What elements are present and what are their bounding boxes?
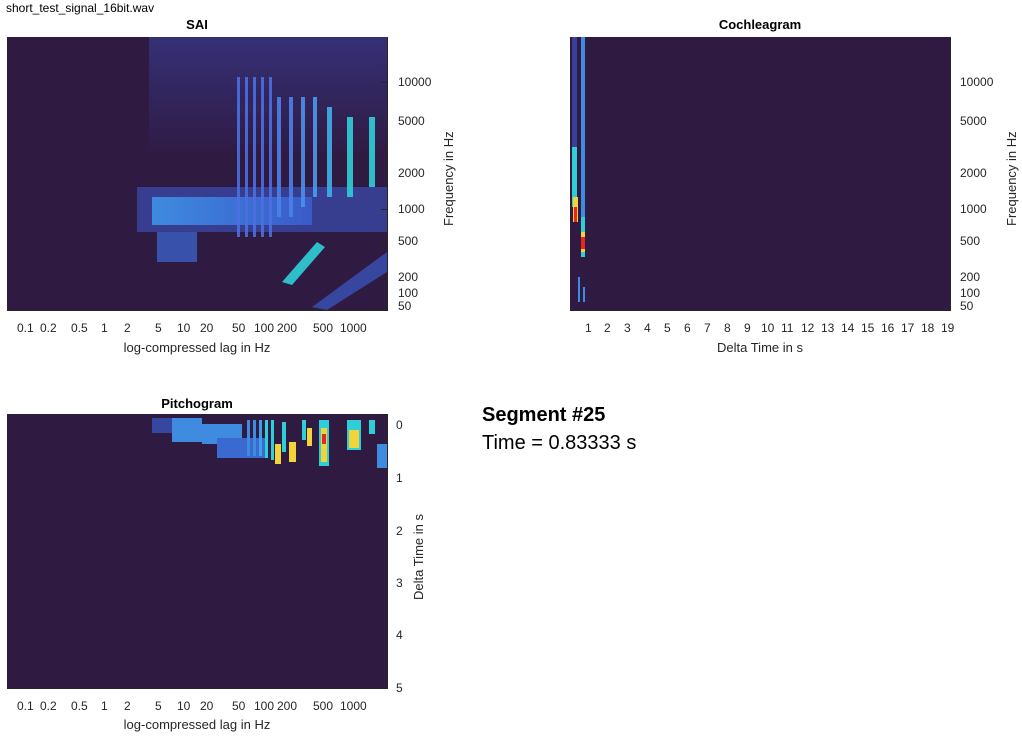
pitchogram-bottom-axis (7, 688, 388, 689)
sai-ytick-label: 500 (398, 234, 419, 248)
cochleagram-xtick-label: 8 (724, 321, 731, 335)
sai-ytick-label: 200 (398, 270, 419, 284)
cochleagram-xtick-label: 19 (941, 321, 955, 335)
sai-xtick-label: 5 (155, 321, 162, 335)
pitchogram-xtick-label: 1000 (340, 699, 367, 713)
pitchogram-ytick-label: 0 (396, 418, 403, 432)
sai-xtick-label: 100 (254, 321, 275, 335)
pitchogram-xtick-label: 10 (177, 699, 191, 713)
sai-xtick-label: 1 (101, 321, 108, 335)
segment-label: Segment #25 (482, 404, 606, 426)
sai-ytick (381, 121, 387, 122)
cochleagram-ytick-label: 500 (960, 234, 981, 248)
sai-xtick-label: 10 (177, 321, 191, 335)
sai-xlabel: log-compressed lag in Hz (123, 340, 271, 355)
sai-right-axis (387, 37, 388, 310)
pitchogram-heatmap-graphic (152, 418, 387, 468)
sai-xtick-label: 50 (232, 321, 246, 335)
cochleagram-ytick-label: 1000 (960, 202, 987, 216)
sai-xtick-label: 0.2 (40, 321, 57, 335)
pitchogram-ytick-label: 2 (396, 524, 403, 538)
cochleagram-xtick-label: 6 (684, 321, 691, 335)
pitchogram-xtick-label: 0.1 (17, 699, 34, 713)
cochleagram-ytick-label: 100 (960, 286, 981, 300)
cochleagram-xtick-label: 3 (624, 321, 631, 335)
cochleagram-xtick-label: 4 (644, 321, 651, 335)
sai-xtick-label: 500 (313, 321, 334, 335)
sai-xtick-label: 0.1 (17, 321, 34, 335)
cochleagram-xtick-label: 14 (841, 321, 855, 335)
sai-ytick-label: 2000 (398, 166, 425, 180)
sai-ytick-label: 5000 (398, 114, 425, 128)
cochleagram-xtick-label: 15 (861, 321, 875, 335)
sai-heatmap-graphic (137, 37, 387, 310)
sai-bottom-axis (7, 310, 388, 311)
time-label: Time = 0.83333 s (482, 432, 637, 454)
pitchogram-xtick-label: 200 (277, 699, 298, 713)
pitchogram-heatmap (7, 414, 387, 688)
cochleagram-ylabel: Frequency in Hz (1004, 131, 1019, 226)
sai-ytick (381, 293, 387, 294)
pitchogram-title: Pitchogram (161, 396, 233, 411)
sai-ytick (381, 82, 387, 83)
sai-heatmap (7, 37, 387, 310)
sai-ytick (381, 306, 387, 307)
pitchogram-ylabel: Delta Time in s (411, 514, 426, 600)
sai-ytick (381, 209, 387, 210)
cochleagram-xtick-label: 13 (821, 321, 835, 335)
sai-xtick-label: 2 (124, 321, 131, 335)
cochleagram-xtick-label: 9 (744, 321, 751, 335)
cochleagram-xtick-label: 2 (604, 321, 611, 335)
cochleagram-xtick-label: 16 (881, 321, 895, 335)
pitchogram-ytick-label: 5 (396, 681, 403, 695)
cochleagram-xtick-label: 10 (761, 321, 775, 335)
cochleagram-xtick-label: 11 (781, 321, 794, 335)
cochleagram-xlabel: Delta Time in s (717, 340, 803, 355)
cochleagram-ytick-label: 50 (960, 299, 974, 313)
cochleagram-ytick-label: 10000 (960, 75, 994, 89)
cochleagram-xtick-label: 17 (901, 321, 915, 335)
cochleagram-bottom-axis (570, 310, 951, 311)
cochleagram-ytick-label: 200 (960, 270, 981, 284)
pitchogram-xtick-label: 100 (254, 699, 275, 713)
sai-xtick-label: 0.5 (71, 321, 88, 335)
pitchogram-xtick-label: 20 (200, 699, 214, 713)
pitchogram-ytick-label: 1 (396, 471, 403, 485)
sai-ytick-label: 1000 (398, 202, 425, 216)
pitchogram-xtick-label: 50 (232, 699, 246, 713)
pitchogram-ytick-label: 3 (396, 576, 403, 590)
pitchogram-right-axis (387, 414, 388, 688)
sai-xtick-label: 20 (200, 321, 214, 335)
sai-ytick-label: 100 (398, 286, 419, 300)
cochleagram-xtick-label: 18 (921, 321, 935, 335)
sai-xtick-label: 200 (277, 321, 298, 335)
cochleagram-title: Cochleagram (718, 17, 802, 32)
sai-ytick (381, 277, 387, 278)
cochleagram-right-axis (950, 37, 951, 310)
pitchogram-xtick-label: 0.5 (71, 699, 88, 713)
cochleagram-heatmap-graphic (572, 37, 585, 302)
pitchogram-xtick-label: 5 (155, 699, 162, 713)
cochleagram-ytick-label: 5000 (960, 114, 987, 128)
pitchogram-xtick-label: 0.2 (40, 699, 57, 713)
cochleagram-heatmap (570, 37, 950, 310)
pitchogram-xtick-label: 500 (313, 699, 334, 713)
cochleagram-xtick-label: 7 (704, 321, 711, 335)
sai-ytick-label: 10000 (398, 75, 432, 89)
sai-title: SAI (186, 17, 208, 32)
pitchogram-xtick-label: 2 (124, 699, 131, 713)
pitchogram-xlabel: log-compressed lag in Hz (123, 717, 271, 732)
sai-xtick-label: 1000 (340, 321, 367, 335)
sai-ylabel: Frequency in Hz (441, 131, 456, 226)
cochleagram-xtick-label: 5 (664, 321, 671, 335)
pitchogram-ytick-label: 4 (396, 628, 403, 642)
cochleagram-ytick-label: 2000 (960, 166, 987, 180)
pitchogram-xtick-label: 1 (101, 699, 108, 713)
sai-ytick-label: 50 (398, 299, 412, 313)
window-filename: short_test_signal_16bit.wav (6, 1, 155, 15)
cochleagram-xtick-label: 12 (801, 321, 815, 335)
sai-ytick (381, 173, 387, 174)
cochleagram-xtick-label: 1 (585, 321, 592, 335)
sai-ytick (381, 241, 387, 242)
